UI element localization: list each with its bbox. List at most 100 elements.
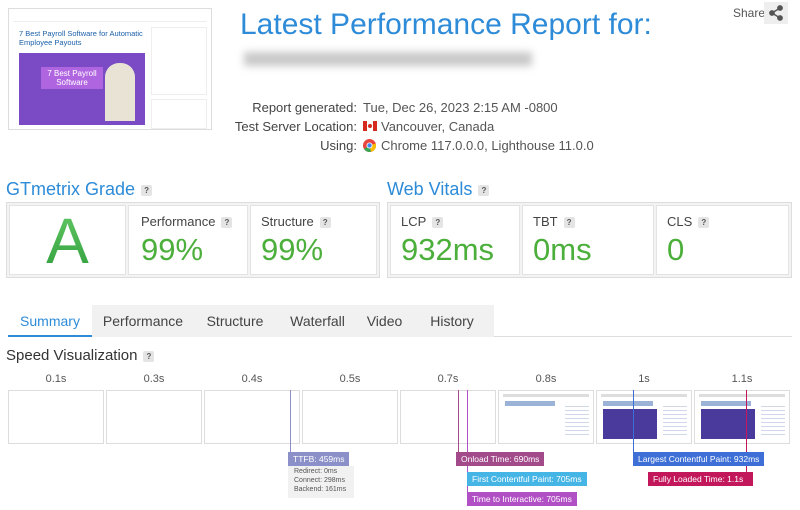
marker-line <box>467 390 468 492</box>
help-icon[interactable]: ? <box>432 217 444 229</box>
help-icon[interactable]: ? <box>478 184 490 196</box>
filmstrip-frame <box>694 390 790 444</box>
metric-name: Performance <box>141 214 216 229</box>
marker-line <box>458 390 459 452</box>
marker-label: Onload Time: 690ms <box>456 452 545 466</box>
vital-label: LCP? <box>401 214 444 229</box>
marker-details <box>288 466 354 498</box>
help-icon[interactable]: ? <box>698 217 710 229</box>
tab[interactable]: Performance <box>92 305 194 337</box>
help-icon[interactable]: ? <box>319 217 331 229</box>
marker-detail: Connect: 298ms <box>294 477 345 484</box>
grade-title: GTmetrix Grade <box>6 179 136 199</box>
frame-nav <box>699 394 785 397</box>
marker-detail: Redirect: 0ms <box>294 468 338 475</box>
marker-label: Time to Interactive: 705ms <box>467 492 577 506</box>
metric-value: 99% <box>141 232 204 267</box>
help-icon[interactable]: ? <box>143 350 155 362</box>
time-label: 0.1s <box>45 373 67 385</box>
section-title: GTmetrix Grade? <box>6 179 153 200</box>
filmstrip-frame <box>8 390 104 444</box>
filmstrip-frame <box>204 390 300 444</box>
thumb-banner: 7 Best Payroll Software <box>41 67 103 89</box>
help-icon[interactable]: ? <box>221 217 233 229</box>
metric-cell: Structure? 99% <box>250 205 377 275</box>
filmstrip-frame <box>302 390 398 444</box>
row-label: Test Server Location: <box>234 119 357 134</box>
section-title: Web Vitals? <box>387 179 490 200</box>
metric-name: Structure <box>261 214 314 229</box>
metric-cell: Performance? 99% <box>128 205 248 275</box>
thumb-title: 7 Best Payroll Software for Automatic Em… <box>19 29 143 47</box>
frame-nav <box>601 394 687 397</box>
row-label: Using: <box>320 138 357 153</box>
frame-heading <box>603 401 653 406</box>
time-label: 0.5s <box>339 373 361 385</box>
filmstrip-frame <box>106 390 202 444</box>
metric-value: 99% <box>261 232 324 267</box>
thumb-image: 7 Best Payroll Software <box>19 53 145 125</box>
share-icon[interactable] <box>764 2 788 24</box>
share-bg <box>764 2 788 24</box>
time-label: 1.1s <box>731 373 753 385</box>
frame-nav <box>503 394 589 397</box>
marker-line <box>290 390 291 452</box>
thumb-nav <box>13 12 207 22</box>
row-label: Report generated: <box>252 100 357 115</box>
chrome-icon <box>363 139 376 152</box>
tab[interactable]: History <box>410 305 494 337</box>
filmstrip-frame <box>400 390 496 444</box>
tab[interactable]: Summary <box>8 305 92 337</box>
marker-label: Largest Contentful Paint: 932ms <box>633 452 765 466</box>
vital-value: 0ms <box>533 232 592 267</box>
tab[interactable]: Video <box>359 305 410 337</box>
frame-sidebar <box>565 403 589 437</box>
time-label: 1s <box>638 373 650 385</box>
frame-heading <box>505 401 555 406</box>
vital-cell: LCP? 932ms <box>390 205 520 275</box>
marker-line <box>746 390 747 472</box>
vital-name: TBT <box>533 214 558 229</box>
section-title: Speed Visualization? <box>6 347 155 364</box>
row-value: Tue, Dec 26, 2023 2:15 AM -0800 <box>363 100 558 115</box>
row-value: Vancouver, Canada <box>381 119 495 134</box>
filmstrip-frame <box>596 390 692 444</box>
frame-sidebar <box>761 403 785 437</box>
marker-line <box>633 390 634 452</box>
metric-label: Performance? <box>141 214 233 229</box>
time-label: 0.8s <box>535 373 557 385</box>
help-icon[interactable]: ? <box>563 217 575 229</box>
vital-value: 0 <box>667 232 685 267</box>
thumbnail: 7 Best Payroll Software for Automatic Em… <box>8 8 212 130</box>
marker-label: Fully Loaded Time: 1.1s <box>648 472 753 486</box>
metric-label: Structure? <box>261 214 331 229</box>
marker-detail: Backend: 161ms <box>294 486 347 493</box>
tab[interactable]: Structure <box>194 305 276 337</box>
thumb-sidebar <box>151 27 207 95</box>
vital-name: CLS <box>667 214 693 229</box>
time-label: 0.3s <box>143 373 165 385</box>
vital-label: CLS? <box>667 214 710 229</box>
frame-image <box>603 409 657 439</box>
share-label[interactable]: Share <box>733 6 766 20</box>
marker-label: TTFB: 459ms <box>288 452 350 466</box>
report-title: Latest Performance Report for: <box>240 8 652 41</box>
share-glyph <box>769 5 783 21</box>
grade-letter: A <box>10 206 125 276</box>
marker-label: First Contentful Paint: 705ms <box>467 472 587 486</box>
vital-cell: TBT? 0ms <box>522 205 654 275</box>
frame-heading <box>701 401 751 406</box>
grade-cell: A <box>9 205 126 276</box>
row-value: Chrome 117.0.0.0, Lighthouse 11.0.0 <box>381 138 594 153</box>
filmstrip-frame <box>498 390 594 444</box>
vital-label: TBT? <box>533 214 575 229</box>
help-icon[interactable]: ? <box>141 184 153 196</box>
time-label: 0.7s <box>437 373 459 385</box>
tab[interactable]: Waterfall <box>276 305 359 337</box>
vitals-title: Web Vitals <box>387 179 473 199</box>
vital-value: 932ms <box>401 232 495 267</box>
vital-name: LCP <box>401 214 427 229</box>
flag-icon <box>363 121 377 131</box>
vital-cell: CLS? 0 <box>656 205 789 275</box>
